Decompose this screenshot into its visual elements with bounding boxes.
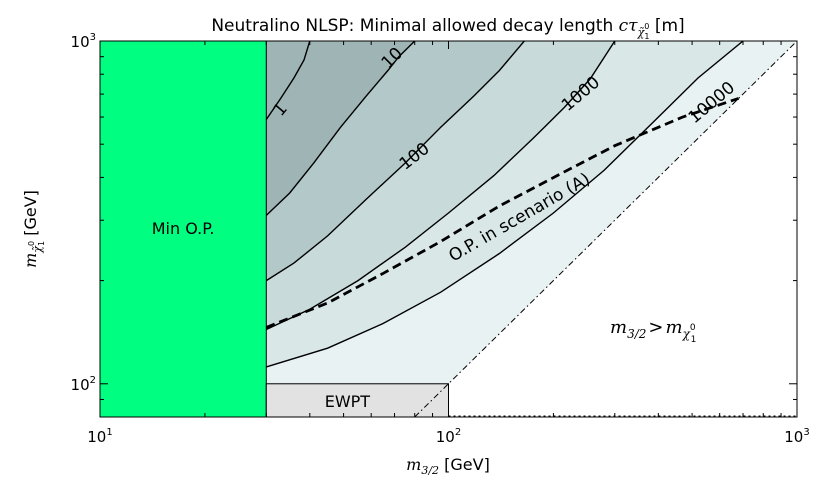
contour-line-1 bbox=[265, 41, 311, 120]
x-tick-label: 102 bbox=[436, 427, 461, 446]
contour-line-10000 bbox=[266, 41, 744, 368]
scenario-a-line bbox=[265, 97, 740, 329]
regions bbox=[100, 41, 449, 417]
y-tick-label: 102 bbox=[71, 375, 96, 394]
kinematic-region-label: m3/2 > mχ0 1 bbox=[610, 317, 696, 345]
overlay-lines bbox=[265, 41, 797, 417]
y-tick-label: 103 bbox=[71, 32, 96, 51]
chart-title-math-sub: χ̃ bbox=[637, 26, 646, 39]
chart-title-math-subsup: 0 bbox=[644, 22, 649, 31]
x-tick-labels: 101 102 103 bbox=[87, 427, 809, 446]
contour-line-1000 bbox=[266, 41, 616, 331]
x-tick-label: 103 bbox=[784, 427, 809, 446]
region-min-op bbox=[100, 41, 267, 417]
contour-band-1 bbox=[266, 41, 415, 417]
region-label-ewpt: EWPT bbox=[325, 392, 371, 411]
contour-band-top bbox=[266, 41, 310, 120]
contour-line-10 bbox=[265, 41, 416, 216]
axis-ticks bbox=[99, 40, 798, 418]
x-axis-label: m3/2 [GeV] bbox=[406, 455, 490, 475]
chart-title-math: cτ bbox=[619, 16, 639, 36]
x-tick-label: 101 bbox=[87, 427, 112, 446]
chart-title-math-subsub: 1 bbox=[644, 32, 649, 41]
contour-line-100 bbox=[265, 41, 525, 282]
y-tick-labels: 102 103 bbox=[71, 32, 96, 394]
y-axis-label: mχ̃01 [GeV] bbox=[21, 190, 46, 268]
region-label-min-op: Min O.P. bbox=[152, 219, 215, 238]
chart-title-text: Neutralino NLSP: Minimal allowed decay l… bbox=[211, 16, 618, 36]
chart-title-unit: [m] bbox=[649, 16, 684, 36]
kinematic-boundary-line bbox=[414, 41, 797, 417]
contour-lines bbox=[265, 41, 744, 368]
chart-title: Neutralino NLSP: Minimal allowed decay l… bbox=[211, 16, 684, 41]
